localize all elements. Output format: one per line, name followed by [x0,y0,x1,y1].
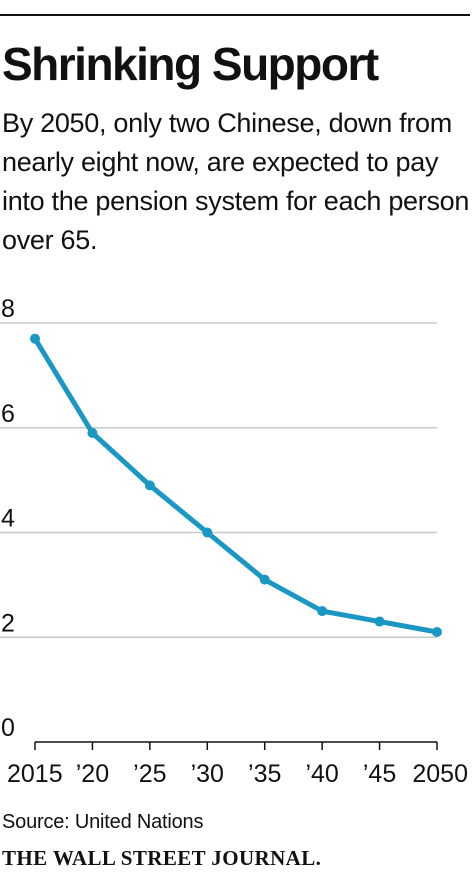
chart-title: Shrinking Support [2,38,379,90]
source-note: Source: United Nations [2,811,204,833]
data-point [259,574,270,585]
x-axis [34,741,438,750]
data-point [30,333,40,344]
data-point [87,427,98,438]
y-tick-label: 2 [1,609,15,637]
data-point [317,606,328,617]
x-axis-tick-labels: 2015 ’20 ’25 ’30 ’35 ’40 ’45 2050 [7,760,468,788]
data-point [374,616,385,627]
publisher-logo: THE WALL STREET JOURNAL. [2,846,322,870]
chart-subtitle: By 2050, only two Chinese, down from nea… [2,108,470,255]
y-tick-label: 4 [1,505,15,533]
x-tick-label: ’45 [363,760,396,788]
data-point [432,627,442,638]
series-group [30,333,442,638]
top-rule [0,14,470,16]
x-tick-label: 2050 [412,760,468,788]
data-point [144,480,155,491]
x-tick-label: ’25 [133,760,166,788]
y-tick-label: 6 [1,400,15,428]
y-tick-label: 0 [1,714,15,742]
x-tick-label: ’30 [191,760,224,788]
series-line [32,336,440,635]
y-tick-label: 8 [1,295,15,323]
x-tick-label: ’40 [305,760,338,788]
gridlines [0,322,437,638]
x-tick-label: ’20 [76,760,109,788]
data-point [202,527,213,538]
y-axis-tick-labels: 0 2 4 6 8 [1,295,15,742]
line-chart: 0 2 4 6 8 2015 ’20 ’25 ’30 ’35 ’40 ’45 2050 [0,295,468,788]
x-tick-label: ’35 [248,760,281,788]
x-tick-label: 2015 [7,760,63,788]
